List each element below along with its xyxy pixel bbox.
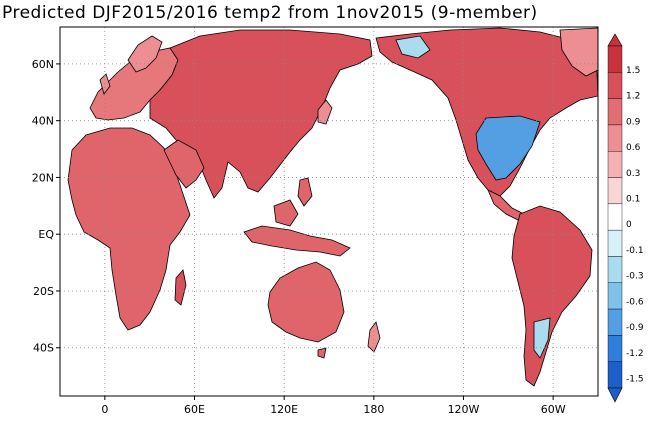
borneo-landmass [273, 199, 299, 227]
lon-tick-label: 60W [541, 403, 566, 416]
longitude-axis: 0 60E 120E 180 120W 60W [101, 396, 566, 416]
colorbar-label: -1.2 [626, 349, 644, 359]
land-layer [67, 27, 598, 387]
colorbar-segment [607, 72, 623, 99]
colorbar-label: -1.5 [626, 374, 644, 384]
colorbar-segment [607, 177, 623, 205]
us-cold-anomaly-region [475, 115, 541, 181]
africa-landmass [67, 127, 191, 331]
colorbar-label: -0.6 [626, 297, 644, 307]
colorbar-segment [607, 308, 623, 336]
japan-landmass [317, 99, 333, 125]
graticule [60, 27, 598, 396]
central-america-landmass [487, 189, 525, 221]
colorbar-segment [607, 361, 623, 389]
latitude-axis: 60N 40N 20N EQ 20S 40S [32, 58, 60, 355]
colorbar-label: 1.2 [626, 92, 640, 102]
lat-tick-label: 20N [32, 171, 54, 184]
colorbar-segment [607, 151, 623, 178]
south-america-landmass [511, 205, 593, 387]
australia-landmass [267, 261, 345, 343]
lat-tick-label: EQ [38, 228, 54, 241]
colorbar-segment [607, 335, 623, 362]
lon-tick-label: 0 [101, 403, 108, 416]
arctic-cold-anomaly-region [395, 35, 431, 59]
colorbar-label: 0.1 [626, 195, 640, 205]
scandinavia-landmass [127, 35, 163, 73]
north-america-landmass [375, 27, 598, 197]
tasmania-landmass [317, 347, 327, 359]
lat-tick-label: 60N [32, 58, 54, 71]
madagascar-landmass [174, 269, 187, 306]
colorbar-upper-arrow [607, 33, 623, 47]
colorbar-label: -0.1 [626, 246, 644, 256]
colorbar-lower-arrow [607, 387, 623, 403]
philippines-landmass [297, 177, 313, 207]
colorbar-label: 0 [626, 220, 632, 230]
lat-tick-label: 40N [32, 115, 54, 128]
lat-tick-label: 20S [33, 285, 54, 298]
colorbar-label: 0.6 [626, 143, 641, 153]
new-zealand-landmass [367, 321, 381, 353]
lat-tick-label: 40S [33, 342, 54, 355]
colorbar-label: 1.5 [626, 66, 640, 76]
map-title: Predicted DJF2015/2016 temp2 from 1nov20… [2, 3, 538, 23]
colorbar-segment [607, 256, 623, 283]
lon-tick-label: 120E [270, 403, 298, 416]
colorbar-segment [607, 282, 623, 310]
colorbar-segment [607, 229, 623, 257]
colorbar-label: 0.3 [626, 169, 640, 179]
map-frame [59, 26, 599, 397]
lon-tick-label: 180 [363, 403, 384, 416]
colorbar-segment [607, 45, 623, 73]
colorbar-label: 0.9 [626, 117, 641, 127]
colorbar-segment [607, 124, 623, 152]
lon-tick-label: 120W [448, 403, 480, 416]
color-legend: 1.5 1.2 0.9 0.6 0.3 0.1 0 -0.1 -0.3 -0.6 -0.9 -1.2 -… [607, 33, 644, 403]
colorbar-segment [607, 98, 623, 126]
patagonia-cold-anomaly-region [533, 317, 551, 359]
asia-landmass [149, 29, 373, 199]
colorbar-segment [607, 203, 623, 231]
indonesia-landmass [243, 225, 351, 257]
colorbar-label: -0.9 [626, 323, 644, 333]
colorbar-label: -0.3 [626, 272, 644, 282]
lon-tick-label: 60E [184, 403, 205, 416]
arabia-landmass [163, 139, 205, 189]
